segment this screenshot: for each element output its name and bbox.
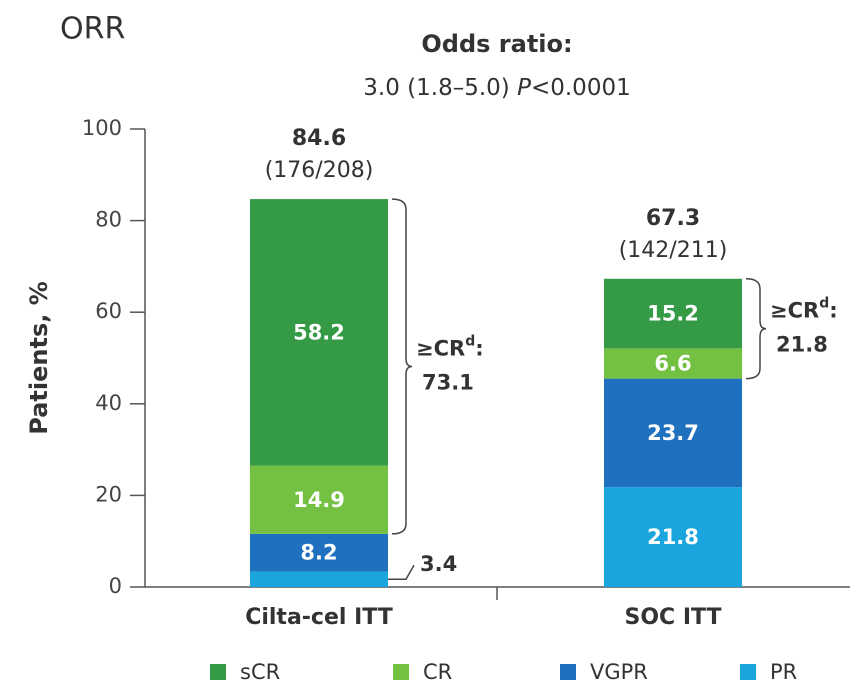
legend-swatch (210, 664, 226, 680)
bar-segment (250, 465, 388, 534)
subtitle-part: P (517, 75, 531, 101)
bar-segment (604, 378, 742, 488)
bar-segment (250, 571, 388, 587)
subtitle: 3.0 (1.8–5.0) P<0.0001 (363, 75, 630, 101)
y-tick-label: 40 (95, 391, 122, 415)
bracket-label-sup: d (465, 333, 475, 349)
bar-segment (250, 199, 388, 466)
total-label: 67.3 (646, 206, 700, 231)
x-tick-label: Cilta-cel ITT (245, 605, 393, 630)
bracket (745, 278, 767, 380)
segment-label: 3.4 (420, 552, 457, 576)
bar-segment (250, 533, 388, 572)
bracket-label: ≥CRd: (416, 333, 484, 360)
subtitle-heading: Odds ratio: (421, 30, 572, 58)
y-tick-label: 60 (95, 299, 122, 323)
bar-segment (604, 278, 742, 349)
segment-label: 8.2 (300, 541, 337, 565)
bar-segment (604, 348, 742, 379)
segment-label: 14.9 (293, 488, 345, 512)
bracket-label-punct: : (475, 336, 483, 360)
subtitle-part: <0.0001 (531, 75, 631, 101)
segment-label: 23.7 (647, 421, 699, 445)
bar-segment (604, 487, 742, 587)
legend-label: sCR (240, 660, 280, 684)
segment-label: 21.8 (647, 525, 699, 549)
segment-label: 15.2 (647, 302, 699, 326)
total-n-label: (176/208) (265, 158, 374, 183)
bracket-value: 73.1 (422, 370, 474, 394)
legend-label: VGPR (590, 660, 648, 684)
bracket-value: 21.8 (776, 333, 828, 357)
segment-label: 6.6 (654, 351, 691, 375)
segment-label: 58.2 (293, 320, 345, 344)
subtitle-part: 3.0 (1.8–5.0) (363, 75, 517, 101)
legend-label: PR (770, 660, 797, 684)
total-n-label: (142/211) (619, 238, 728, 263)
legend-swatch (393, 664, 409, 680)
y-tick-label: 0 (109, 574, 122, 598)
legend-swatch (740, 664, 756, 680)
chart-title: ORR (60, 12, 125, 47)
y-axis-label: Patients, % (25, 281, 53, 434)
total-label: 84.6 (292, 126, 346, 151)
bracket-label-punct: : (829, 299, 837, 323)
y-tick-label: 80 (95, 208, 122, 232)
bracket-label-text: ≥CR (770, 299, 819, 323)
legend-swatch (560, 664, 576, 680)
bracket (391, 198, 413, 535)
legend-label: CR (423, 660, 452, 684)
y-tick-label: 100 (82, 116, 122, 140)
bracket-label-text: ≥CR (416, 336, 465, 360)
bracket-label: ≥CRd: (770, 296, 838, 323)
leader-line (388, 564, 415, 580)
bracket-label-sup: d (819, 296, 829, 312)
y-tick-label: 20 (95, 482, 122, 506)
x-tick-label: SOC ITT (624, 605, 721, 630)
